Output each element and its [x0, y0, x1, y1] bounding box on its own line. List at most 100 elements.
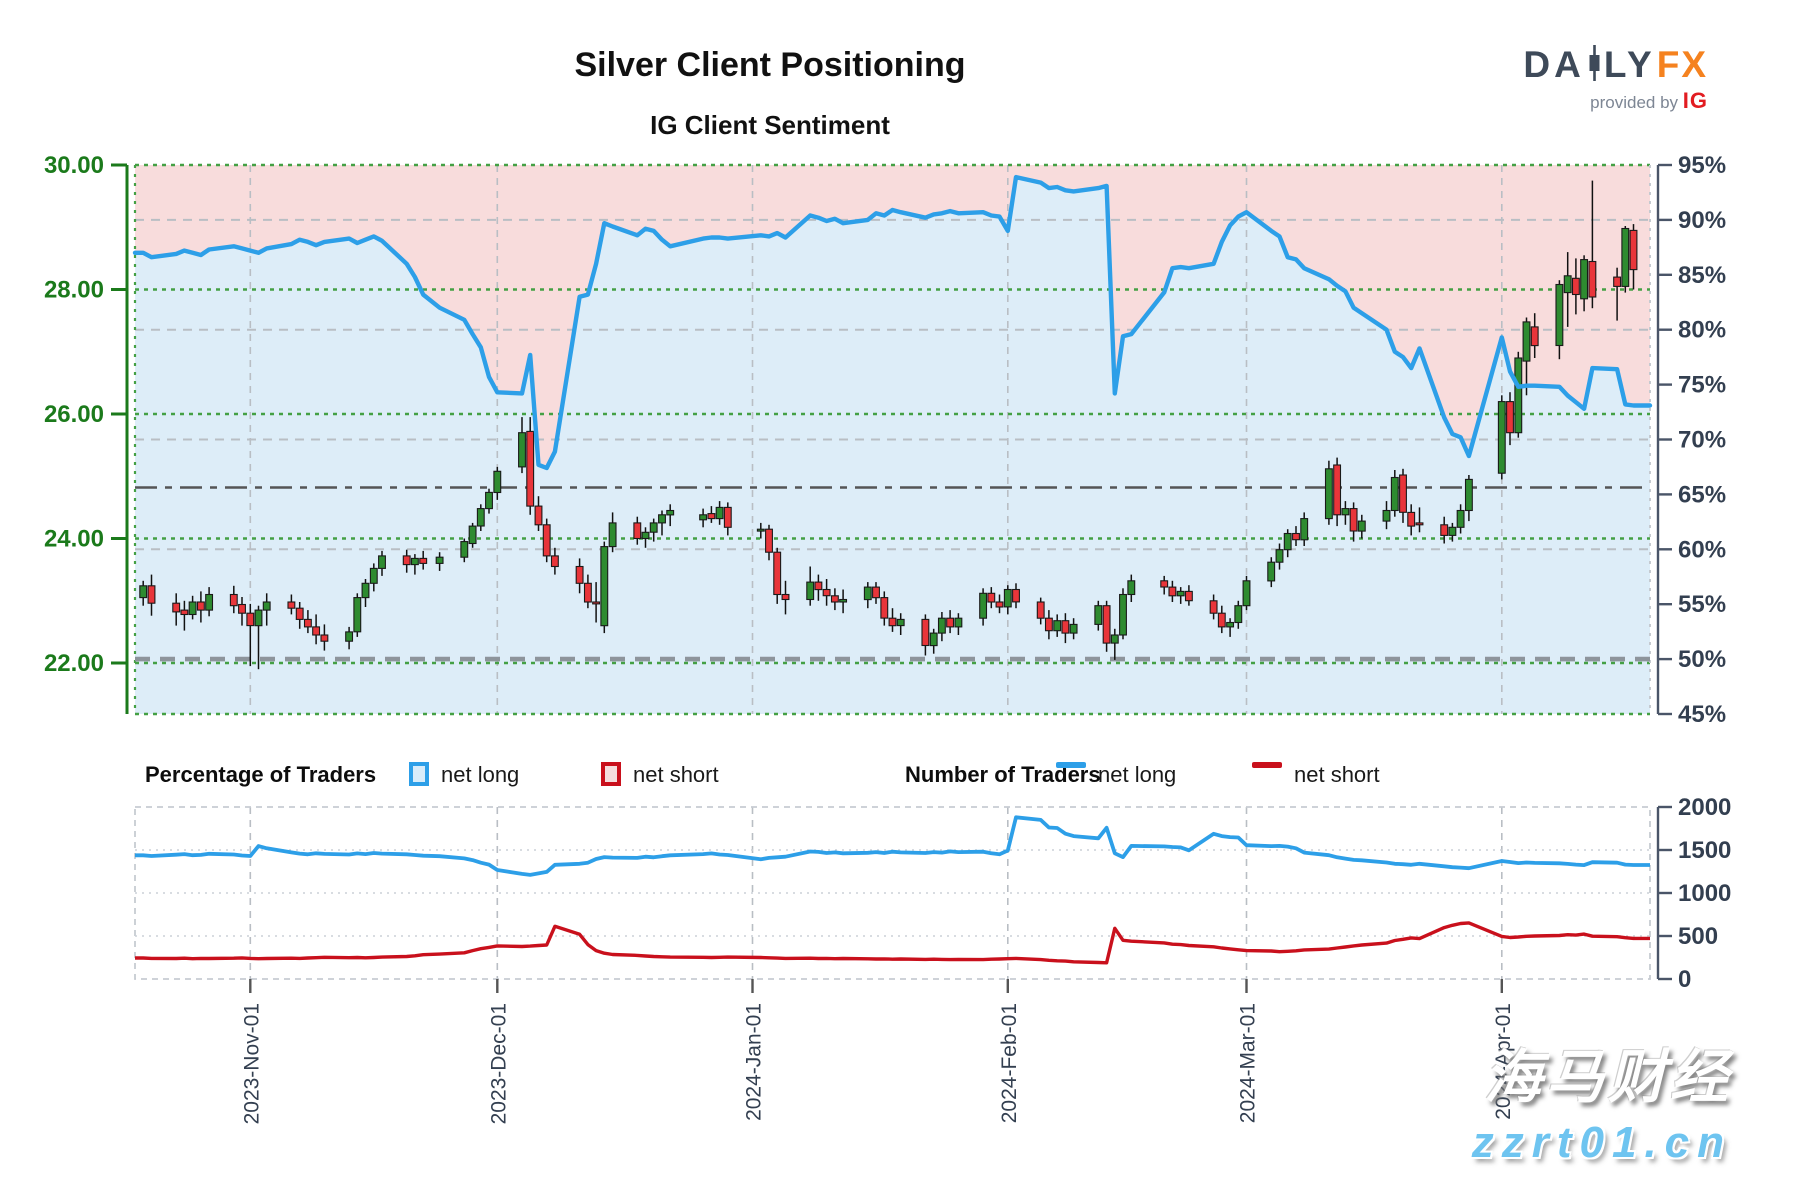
- candle-body: [460, 541, 469, 558]
- candle-body: [765, 528, 773, 553]
- candle-body: [937, 617, 946, 634]
- net-long-pct-swatch: [409, 762, 429, 786]
- candle-body: [353, 597, 362, 633]
- candle-body: [1209, 600, 1218, 614]
- candle-body: [863, 586, 872, 601]
- price-tick-label: 24.00: [44, 526, 104, 553]
- candle-body: [345, 631, 354, 642]
- price-tick-label: 28.00: [44, 277, 104, 304]
- candle-body: [1555, 283, 1564, 347]
- traders-chart-frame: [134, 806, 1651, 980]
- candle-body: [518, 432, 526, 468]
- net-long-line-swatch: [1056, 762, 1086, 768]
- traders-tick-label: 2000: [1678, 794, 1731, 821]
- net-long-pct-line: [132, 174, 1653, 471]
- candle-body: [575, 565, 584, 584]
- candle-body: [188, 601, 197, 616]
- candle-body: [723, 506, 732, 528]
- pct-tick-label: 60%: [1678, 536, 1726, 563]
- candle-body: [1399, 474, 1407, 513]
- candle-body: [1563, 275, 1572, 294]
- candle-body: [1390, 476, 1399, 512]
- candle-body: [880, 597, 889, 619]
- candle-body: [1580, 259, 1589, 300]
- candle-body: [369, 567, 378, 584]
- candle-body: [1242, 580, 1251, 607]
- pct-tick-label: 85%: [1678, 262, 1726, 289]
- pct-tick-label: 45%: [1678, 701, 1726, 728]
- candle-body: [435, 556, 444, 564]
- candle-body: [896, 618, 905, 627]
- candle-body: [402, 555, 411, 566]
- candle-body: [583, 582, 592, 603]
- logo-provided-by: provided by: [1590, 93, 1679, 112]
- pct-tick-label: 65%: [1678, 481, 1726, 508]
- candle-body: [1094, 605, 1103, 625]
- net-short-line-swatch: [1252, 762, 1282, 768]
- candle-body: [839, 598, 848, 603]
- candle-body: [633, 522, 642, 540]
- candle-body: [526, 430, 535, 507]
- pct-tick-label: 50%: [1678, 646, 1726, 673]
- candle-body: [1102, 605, 1111, 644]
- net-short-pct-swatch: [601, 762, 621, 786]
- candle-body: [246, 612, 255, 627]
- legend-pct-net-short: net short: [633, 762, 719, 787]
- candle-body: [1629, 229, 1638, 271]
- candle-body: [476, 508, 485, 527]
- candle-body: [1613, 276, 1622, 287]
- date-tick-label: 2024-Feb-01: [998, 1003, 1021, 1123]
- candle-body: [542, 524, 551, 557]
- candle-body: [1184, 590, 1193, 602]
- candle-body: [1333, 464, 1342, 516]
- chart-legend: Percentage of Traders net long net short…: [0, 758, 1800, 794]
- pct-tick-label: 90%: [1678, 207, 1726, 234]
- dailyfx-logo: DA LY FX provided by IG: [1523, 44, 1708, 114]
- candle-body: [1069, 623, 1078, 634]
- traders-tick-label: 1000: [1678, 880, 1731, 907]
- candle-body: [1003, 588, 1012, 608]
- candle-body: [1571, 277, 1580, 296]
- price-tick-label: 30.00: [44, 152, 104, 179]
- watermark-line1: 海马财经: [1483, 1045, 1732, 1110]
- candle-body: [830, 595, 839, 603]
- traders-tick-label: 1500: [1678, 837, 1731, 864]
- candle-body: [1119, 593, 1127, 636]
- candle-body: [1036, 601, 1045, 619]
- candle-body: [303, 618, 312, 628]
- candle-body: [262, 601, 271, 611]
- candle-body: [641, 531, 650, 540]
- candle-body: [1275, 549, 1284, 563]
- candle-body: [485, 491, 493, 510]
- candle-body: [1522, 321, 1531, 362]
- candle-body: [979, 592, 988, 619]
- candle-body: [172, 602, 181, 613]
- watermark-line2: zzrt01.cn: [1471, 1118, 1732, 1167]
- candle-body: [238, 603, 246, 614]
- candle-body: [1168, 586, 1177, 597]
- traders-tick-label: 500: [1678, 923, 1718, 950]
- candle-body: [1506, 401, 1514, 434]
- candle-body: [1283, 532, 1292, 551]
- candlestick-icon: [1588, 44, 1601, 86]
- candle-body: [987, 592, 996, 603]
- legend-num-net-short: net short: [1294, 762, 1380, 787]
- candle-body: [361, 582, 370, 599]
- candle-body: [707, 513, 716, 520]
- logo-text-ly: LY: [1603, 44, 1656, 85]
- pct-tick-label: 70%: [1678, 427, 1726, 454]
- candle-body: [954, 617, 963, 628]
- candle-body: [888, 617, 897, 627]
- candle-body: [995, 601, 1004, 608]
- logo-text-fx: FX: [1656, 44, 1708, 85]
- candle-body: [1530, 326, 1539, 347]
- candle-body: [822, 588, 831, 597]
- candle-body: [1349, 508, 1358, 532]
- legend-num-net-long: net long: [1098, 762, 1177, 787]
- candle-body: [1382, 509, 1391, 522]
- candle-body: [814, 581, 823, 591]
- net-long-traders-line: [135, 815, 1650, 877]
- date-tick-label: 2024-Mar-01: [1237, 1003, 1260, 1123]
